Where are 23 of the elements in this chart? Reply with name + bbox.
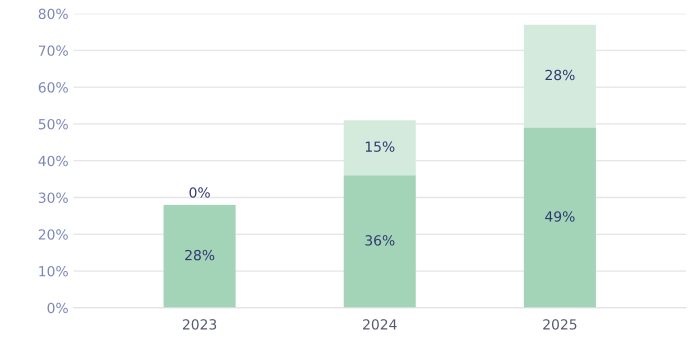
y-tick-label: 70% — [38, 45, 68, 56]
y-tick-label: 30% — [38, 192, 68, 203]
data-label: 15% — [366, 141, 394, 152]
bar — [524, 24, 596, 128]
bar — [524, 128, 596, 308]
bar — [344, 175, 416, 308]
y-tick-label: 10% — [39, 266, 68, 277]
data-label: 28% — [545, 70, 575, 80]
bar — [344, 120, 416, 176]
x-tick-label: 2023 — [182, 319, 216, 330]
x-tick-label: 2025 — [543, 319, 576, 330]
y-tick-label: 50% — [38, 118, 68, 130]
data-label: 49% — [545, 211, 575, 222]
data-label: 0% — [190, 187, 210, 198]
y-tick-label: 60% — [38, 82, 68, 93]
data-label: 28% — [185, 250, 214, 260]
x-tick-label: 2024 — [363, 319, 397, 330]
y-tick-label: 0% — [48, 302, 68, 314]
y-tick-label: 80% — [38, 8, 68, 20]
data-label: 36% — [365, 235, 394, 246]
bar — [164, 204, 236, 308]
y-tick-label: 20% — [38, 229, 68, 240]
y-tick-label: 40% — [38, 156, 68, 166]
